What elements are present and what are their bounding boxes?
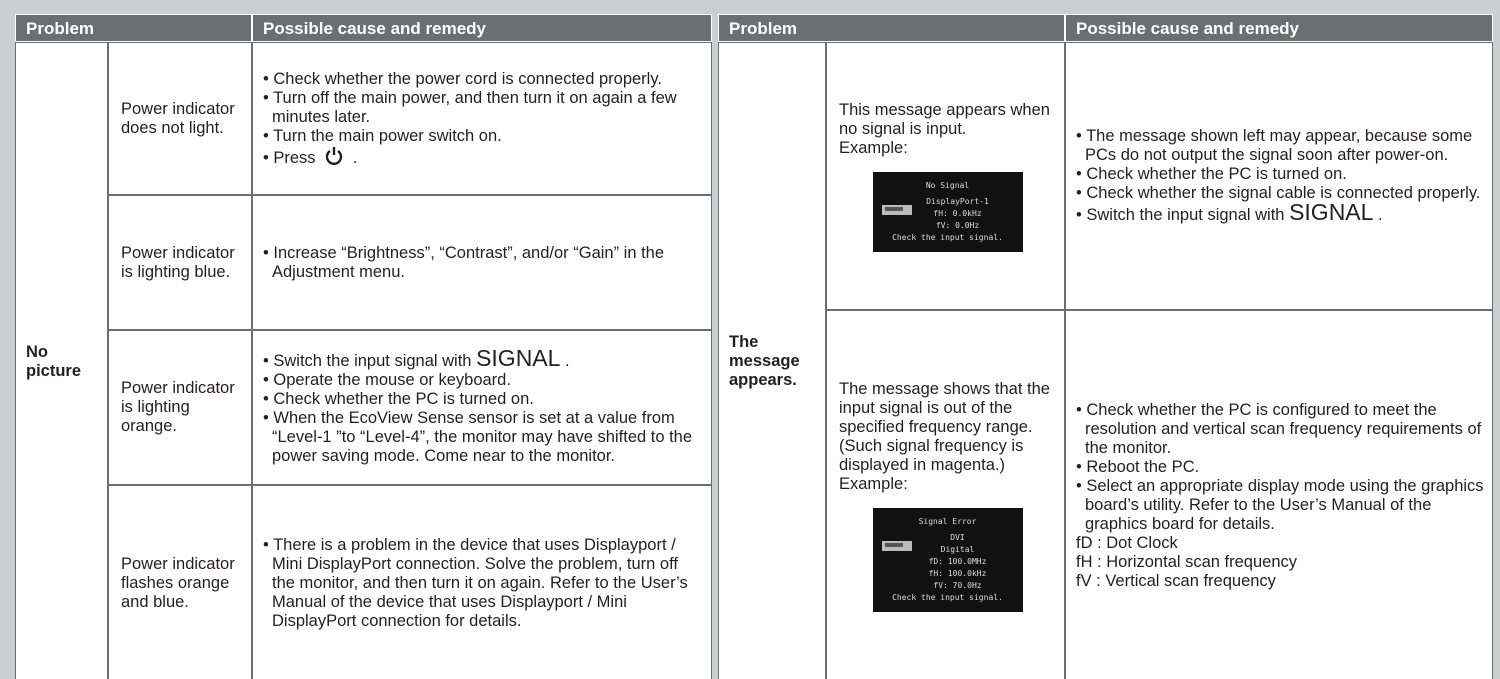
header-text: Possible cause and remedy <box>1076 18 1299 38</box>
remedy-item: Reboot the PC. <box>1076 458 1484 477</box>
remedy-item: Turn the main power switch on. <box>263 127 703 146</box>
cause-cell: Power indicator is lighting blue. <box>108 195 252 330</box>
problem-cell: No picture <box>15 42 108 679</box>
cause-text: This message appears when no signal is i… <box>839 100 1050 138</box>
header-cell: Problem <box>718 14 1065 42</box>
remedy-item: Switch the input signal with SIGNAL . <box>1076 201 1484 225</box>
remedy-cell: Increase “Brightness”, “Contrast”, and/o… <box>252 195 712 330</box>
cause-cell: Power indicator does not light. <box>108 42 252 195</box>
remedy-item: Check whether the signal cable is connec… <box>1076 184 1484 203</box>
cause-text: Power indicator does not light. <box>121 99 235 137</box>
screen-line: Check the input signal. <box>892 592 1003 602</box>
cable-icon <box>881 204 912 215</box>
screen-line: fH: 0.0kHz <box>933 208 982 218</box>
remedy-cell: The message shown left may appear, becau… <box>1065 42 1493 310</box>
remedy-text: Press <box>273 148 316 167</box>
header-cell: Problem <box>15 14 252 42</box>
screen-line: DVI <box>950 532 965 542</box>
remedy-item: There is a problem in the device that us… <box>263 536 703 631</box>
message-screen: No Signal DisplayPort-1 fH: 0.0kHz fV: 0.0H… <box>872 171 1023 252</box>
remedy-text: Switch the input signal with <box>273 352 472 370</box>
example-label: Example: <box>839 138 908 157</box>
screen-line: Signal Error <box>918 516 977 526</box>
remedy-cell: Check whether the power cord is connecte… <box>252 42 712 195</box>
header-text: Possible cause and remedy <box>263 18 486 38</box>
remedy-item: When the EcoView Sense sensor is set at … <box>263 409 703 466</box>
button-label: SIGNAL <box>476 345 561 371</box>
screen-line: Check the input signal. <box>892 232 1003 242</box>
remedy-item: Increase “Brightness”, “Contrast”, and/o… <box>263 244 703 282</box>
problem-text: The message appears. <box>729 333 800 389</box>
message-screen: Signal Error DVI Digital fD: 100.0MHz fH: 10… <box>872 507 1023 612</box>
screen-line: fD: 100.0MHz <box>928 556 987 566</box>
remedy-item: Turn off the main power, and then turn i… <box>263 89 703 127</box>
remedy-cell: Check whether the PC is configured to me… <box>1065 310 1493 679</box>
remedy-end: . <box>1378 206 1383 224</box>
remedy-item: The message shown left may appear, becau… <box>1076 127 1484 165</box>
header-cell: Possible cause and remedy <box>1065 14 1493 42</box>
note: fD : Dot Clock <box>1076 533 1178 552</box>
header-cell: Possible cause and remedy <box>252 14 712 42</box>
remedy-text: Switch the input signal with <box>1086 206 1285 224</box>
remedy-end: . <box>565 352 570 370</box>
cable-icon <box>881 540 912 551</box>
header-text: Problem <box>729 18 798 38</box>
power-icon <box>325 146 343 165</box>
cause-cell: Power indicator flashes orange and blue. <box>108 485 252 679</box>
cause-text: Power indicator flashes orange and blue. <box>121 554 235 611</box>
screen-line: No Signal <box>925 180 970 190</box>
screen-line: Digital <box>940 544 975 554</box>
button-label: SIGNAL <box>1289 199 1374 225</box>
remedy-item: Press . <box>263 146 703 168</box>
remedy-item: Check whether the PC is turned on. <box>263 390 703 409</box>
remedy-cell: Switch the input signal with SIGNAL .Ope… <box>252 330 712 485</box>
remedy-item: Operate the mouse or keyboard. <box>263 371 703 390</box>
note: fH : Horizontal scan frequency <box>1076 552 1298 571</box>
screen-line: DisplayPort-1 <box>926 196 989 206</box>
screen-line: fV: 70.0Hz <box>933 580 982 590</box>
problem-text: No picture <box>26 342 82 380</box>
remedy-item: Check whether the PC is configured to me… <box>1076 401 1484 458</box>
cause-text: Power indicator is lighting orange. <box>121 379 235 435</box>
screen-line: fH: 100.0kHz <box>928 568 987 578</box>
remedy-item: Select an appropriate display mode using… <box>1076 477 1484 534</box>
screen-line: fV: 0.0Hz <box>935 220 980 230</box>
cause-cell: This message appears when no signal is i… <box>826 42 1065 310</box>
remedy-cell: There is a problem in the device that us… <box>252 485 712 679</box>
example-label: Example: <box>839 474 908 493</box>
remedy-item: Switch the input signal with SIGNAL . <box>263 347 703 371</box>
cause-text: Power indicator is lighting blue. <box>121 243 235 281</box>
remedy-end: . <box>352 148 358 167</box>
cause-cell: The message shows that the input signal … <box>826 310 1065 679</box>
header-text: Problem <box>26 18 95 38</box>
remedy-item: Check whether the power cord is connecte… <box>263 70 703 89</box>
problem-cell: The message appears. <box>718 42 826 679</box>
cause-cell: Power indicator is lighting orange. <box>108 330 252 485</box>
remedy-item: Check whether the PC is turned on. <box>1076 165 1484 184</box>
cause-text: The message shows that the input signal … <box>839 379 1050 474</box>
note: fV : Vertical scan frequency <box>1076 571 1276 590</box>
